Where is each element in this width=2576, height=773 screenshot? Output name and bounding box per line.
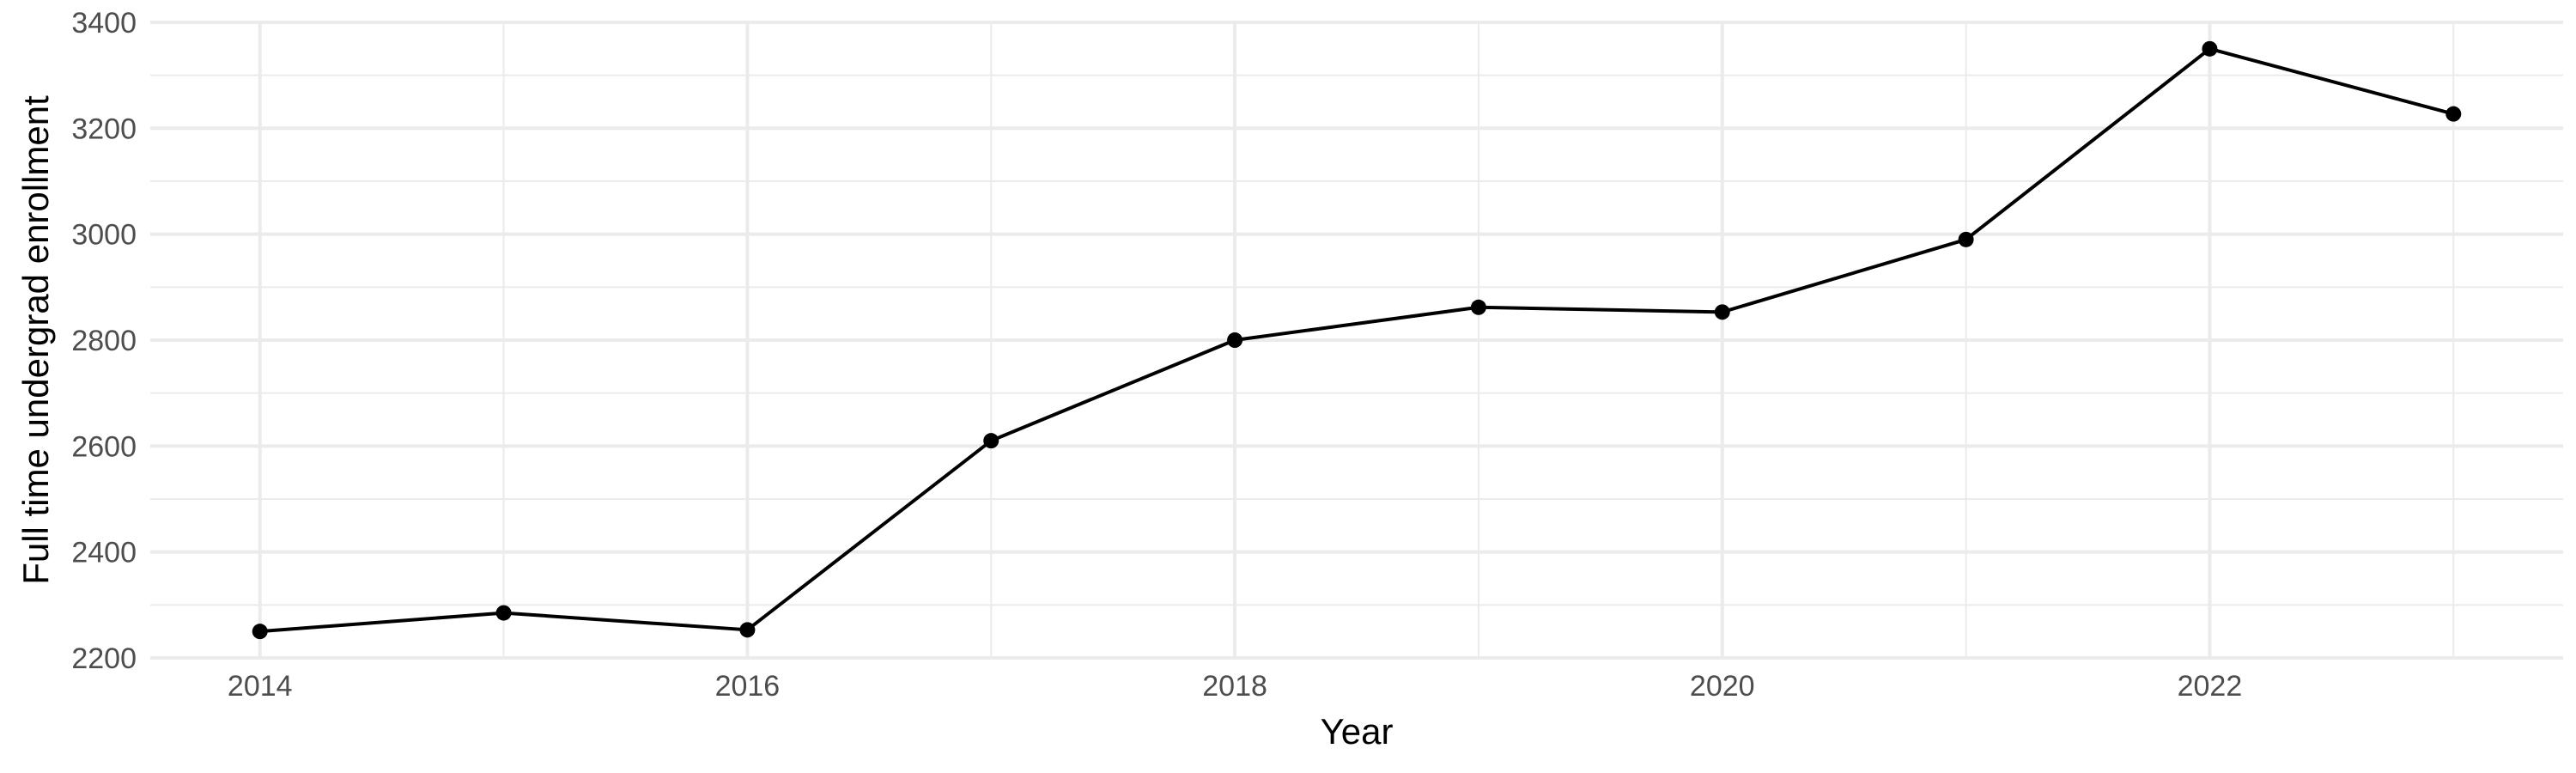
y-tick-label: 3400 [71, 7, 137, 40]
y-tick-label: 2200 [71, 642, 137, 675]
y-axis-title: Full time undergrad enrollment [15, 95, 56, 585]
y-tick-label: 3200 [71, 113, 137, 145]
series-line [259, 46, 2454, 634]
x-tick-label: 2014 [228, 670, 293, 703]
x-axis-ticks: 2014 2016 2018 2020 2022 [228, 670, 2242, 703]
x-axis-title: Year [1321, 711, 1394, 752]
data-point-2019 [1470, 299, 1486, 315]
x-tick-label: 2020 [1690, 670, 1755, 703]
data-point-2018 [1227, 332, 1243, 348]
data-point-2020 [1714, 304, 1730, 320]
x-tick-label: 2022 [2178, 670, 2243, 703]
x-tick-label: 2018 [1202, 670, 1267, 703]
x-tick-label: 2016 [715, 670, 781, 703]
data-point-2014 [252, 624, 268, 640]
y-tick-label: 2800 [71, 325, 137, 357]
data-point-2015 [495, 605, 512, 621]
data-point-2017 [983, 433, 999, 449]
y-tick-label: 3000 [71, 219, 137, 252]
grid-layer [150, 21, 2563, 660]
data-point-2023 [2445, 106, 2462, 122]
data-point-2021 [1958, 231, 1974, 247]
data-point-2016 [739, 622, 756, 638]
y-tick-label: 2600 [71, 430, 137, 463]
data-point-2022 [2202, 40, 2218, 57]
y-tick-label: 2400 [71, 537, 137, 569]
series-layer [252, 40, 2462, 640]
y-axis-ticks: 2200 2400 2600 2800 3000 3200 3400 [71, 7, 137, 675]
